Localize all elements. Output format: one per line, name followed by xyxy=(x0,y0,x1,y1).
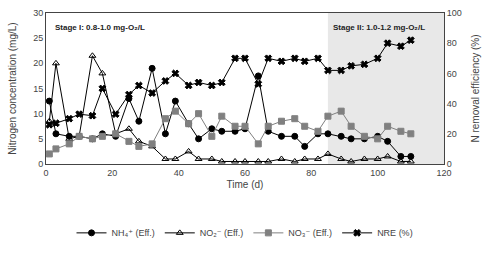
svg-text:100: 100 xyxy=(447,8,462,18)
svg-text:NO₃⁻ (Eff.): NO₃⁻ (Eff.) xyxy=(288,228,332,238)
svg-text:100: 100 xyxy=(370,168,385,178)
svg-text:40: 40 xyxy=(447,99,457,109)
svg-text:NH₄⁺ (Eff.): NH₄⁺ (Eff.) xyxy=(112,228,155,238)
svg-text:20: 20 xyxy=(447,129,457,139)
svg-text:25: 25 xyxy=(33,33,43,43)
svg-text:Nitrogen concentration (mg/L): Nitrogen concentration (mg/L) xyxy=(7,22,18,154)
svg-text:60: 60 xyxy=(240,168,250,178)
svg-text:0: 0 xyxy=(38,159,43,169)
svg-text:120: 120 xyxy=(436,168,451,178)
svg-text:60: 60 xyxy=(447,69,457,79)
svg-text:5: 5 xyxy=(38,134,43,144)
svg-text:20: 20 xyxy=(33,58,43,68)
svg-text:N removal efficiency (%): N removal efficiency (%) xyxy=(470,34,481,142)
svg-text:80: 80 xyxy=(306,168,316,178)
svg-text:NRE (%): NRE (%) xyxy=(377,228,413,238)
svg-text:NO₂⁻ (Eff.): NO₂⁻ (Eff.) xyxy=(200,228,244,238)
svg-text:10: 10 xyxy=(33,109,43,119)
svg-text:0: 0 xyxy=(43,168,48,178)
svg-text:15: 15 xyxy=(33,84,43,94)
svg-text:20: 20 xyxy=(107,168,117,178)
svg-text:30: 30 xyxy=(33,8,43,18)
svg-text:Time (d): Time (d) xyxy=(227,179,264,190)
svg-text:Stage I: 0.8-1.0 mg-O₂/L: Stage I: 0.8-1.0 mg-O₂/L xyxy=(55,23,145,32)
svg-text:Stage II: 1.0-1.2 mg-O₂/L: Stage II: 1.0-1.2 mg-O₂/L xyxy=(333,23,425,32)
svg-text:0: 0 xyxy=(447,159,452,169)
svg-text:40: 40 xyxy=(174,168,184,178)
svg-text:80: 80 xyxy=(447,38,457,48)
